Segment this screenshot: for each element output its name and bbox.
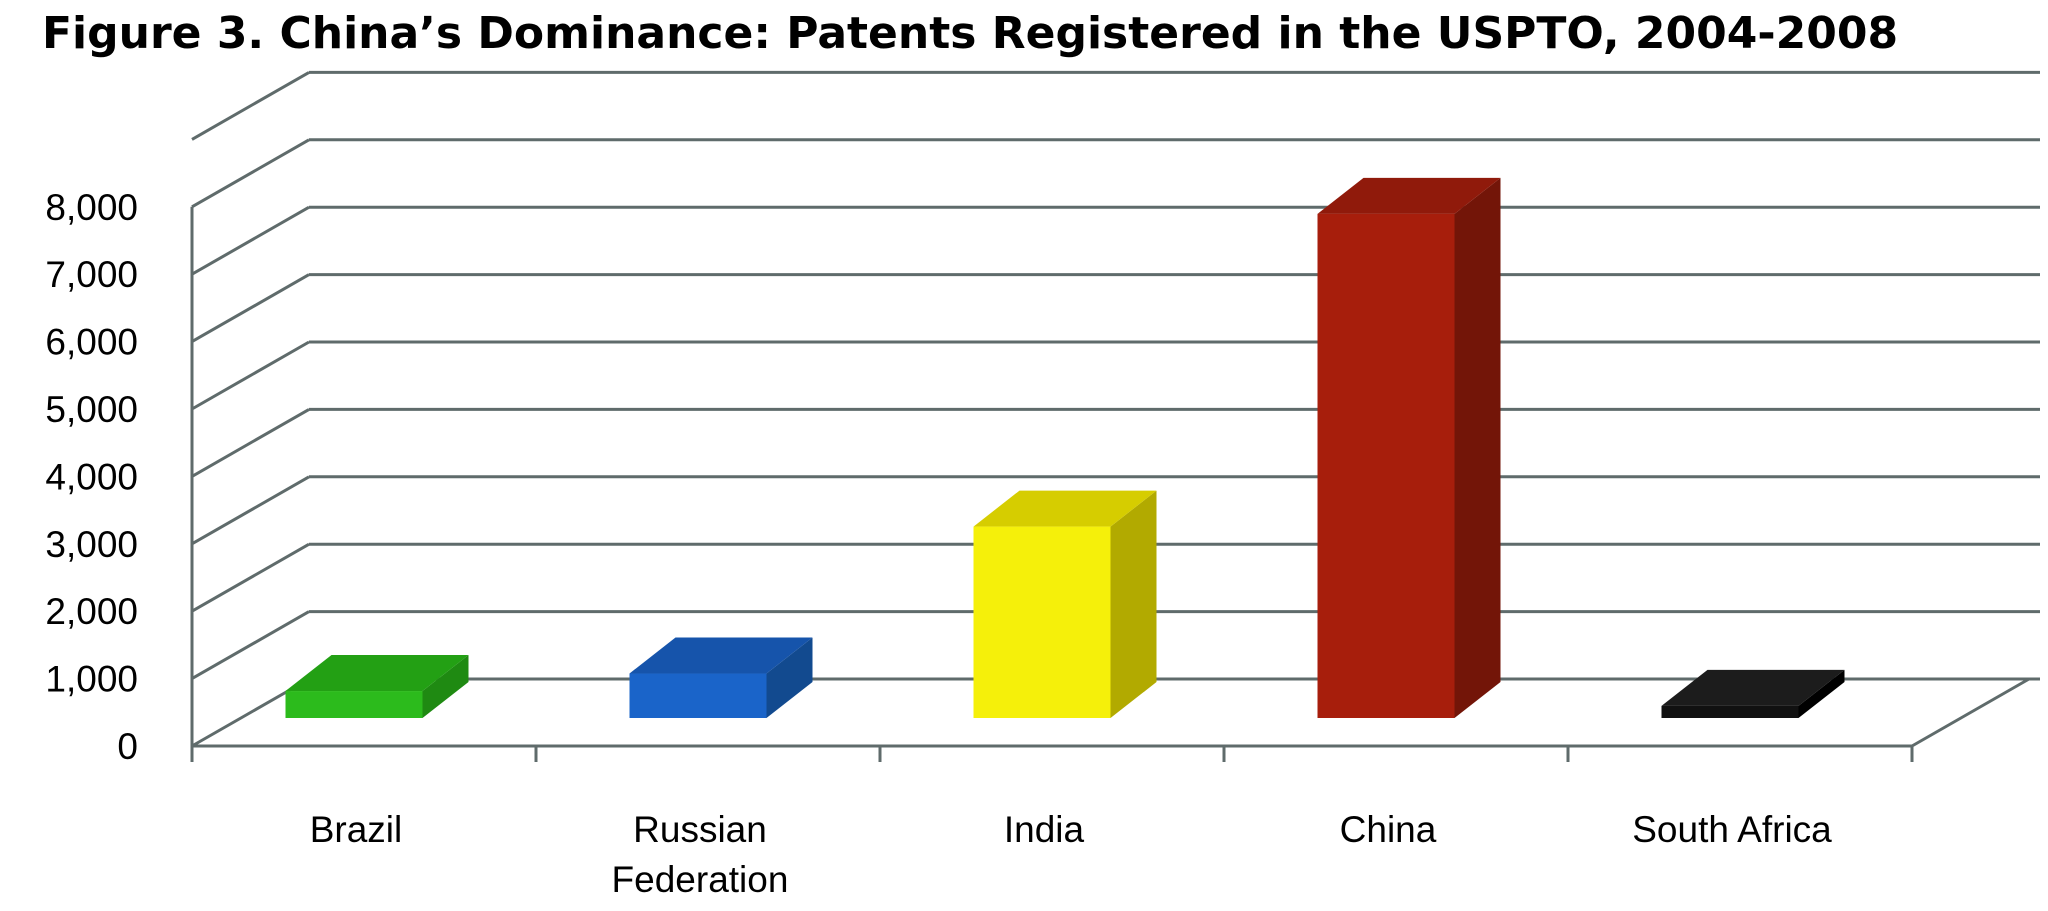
- y-axis-ticks: 0 1,000 2,000 3,000 4,000 5,000 6,000 7,000 8,00…: [45, 187, 138, 767]
- bar: [629, 637, 813, 718]
- bar-side-face: [1110, 490, 1157, 718]
- x-category-label: China: [1340, 809, 1437, 850]
- floor-right-edge: [1911, 677, 2030, 748]
- gridline-wall: [191, 610, 310, 680]
- bars: [285, 177, 1845, 718]
- bar-side-face: [766, 637, 813, 718]
- y-tick-label: 4,000: [45, 456, 138, 497]
- bar-front-face: [973, 526, 1111, 718]
- bar-front-face: [285, 691, 423, 718]
- gridline-wall: [191, 71, 310, 141]
- y-tick-label: 5,000: [45, 389, 138, 430]
- y-tick-label: 7,000: [45, 254, 138, 295]
- bar-top-face: [1661, 669, 1845, 706]
- bar-front-face: [1661, 705, 1799, 718]
- bar-side-face: [1798, 669, 1845, 718]
- chart-title: Figure 3. China’s Dominance: Patents Reg…: [42, 8, 1899, 59]
- bar: [1317, 177, 1501, 718]
- bar: [1661, 669, 1845, 718]
- x-category-label: Federation: [612, 859, 789, 900]
- gridline-wall: [191, 205, 310, 276]
- bar-side-face: [1454, 177, 1501, 718]
- x-category-label: Brazil: [310, 809, 403, 850]
- bar-front-face: [1317, 213, 1455, 718]
- x-category-label: Russian: [633, 809, 767, 850]
- x-axis-labels: Brazil Russian Federation India China South A…: [310, 809, 1832, 900]
- bar-top-face: [285, 655, 469, 692]
- gridline-wall: [191, 475, 310, 546]
- y-tick-label: 3,000: [45, 524, 138, 565]
- y-tick-label: 6,000: [45, 322, 138, 363]
- gridlines: [190, 70, 2040, 762]
- gridline-wall: [191, 138, 310, 209]
- x-category-label: India: [1004, 809, 1085, 850]
- bar-top-face: [973, 490, 1157, 527]
- bar-top-face: [1317, 177, 1501, 214]
- bar: [285, 655, 469, 718]
- bar: [973, 490, 1157, 718]
- gridline-wall: [191, 542, 310, 613]
- x-category-label: South Africa: [1632, 809, 1832, 850]
- bar-front-face: [629, 673, 767, 718]
- gridline-wall: [191, 408, 310, 478]
- y-tick-label: 2,000: [45, 591, 138, 632]
- y-tick-label: 0: [117, 726, 138, 767]
- gridline-wall: [191, 340, 310, 411]
- gridline-wall: [191, 273, 310, 343]
- bar-top-face: [629, 637, 813, 674]
- y-tick-label: 1,000: [45, 659, 138, 700]
- bar-side-face: [422, 655, 469, 718]
- y-tick-label: 8,000: [45, 187, 138, 228]
